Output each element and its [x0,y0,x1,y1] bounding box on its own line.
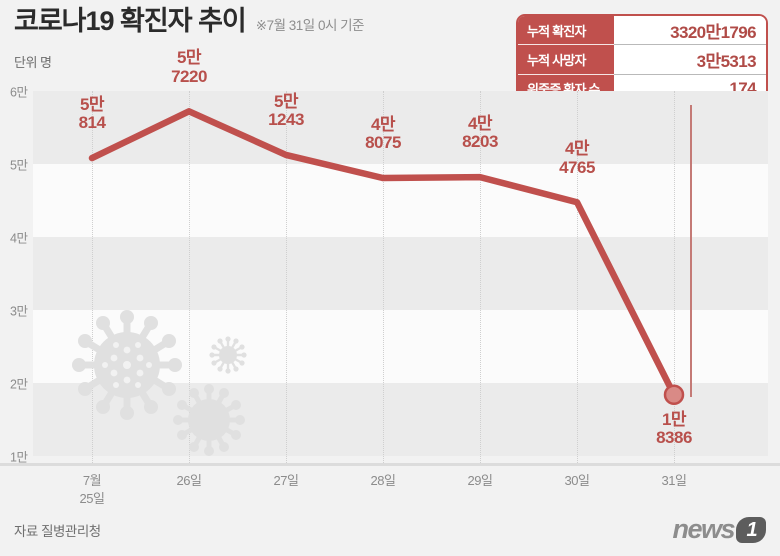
y-axis-tick-label: 2만 [10,377,28,392]
x-axis-tick-label: 31일 [662,472,687,490]
data-point-label: 4만 8203 [462,114,498,152]
summary-row-value-cumulative-cases: 3320만1796 [670,22,756,42]
summary-row-label-cumulative-cases: 누적 확진자 [527,23,586,39]
data-point-label: 5만 1243 [268,91,304,130]
summary-label-column: 누적 확진자 누적 사망자 위중증 환자 수 [518,16,614,103]
vertical-gridline [92,91,93,463]
x-axis-tick-label-line: 27일 [273,473,299,488]
x-axis-baseline [0,463,780,466]
unit-label: 단위 명 [14,55,52,70]
plot-band [33,237,768,310]
x-axis-tick-label: 30일 [565,472,590,490]
data-point-label-value: 1243 [268,110,304,130]
x-axis-tick-label-line: 26일 [176,473,202,488]
logo-wordmark: news [672,514,735,544]
x-axis-tick-label: 26일 [177,472,202,490]
source-note: 자료 질병관리청 [14,524,101,539]
data-point-label-unit: 1만 [661,409,687,429]
data-point-label: 4만 8075 [365,115,401,153]
header: 코로나19 확진자 추이 ※7월 31일 0시 기준 [14,8,364,35]
plot-band [33,310,768,383]
x-axis-tick-label: 28일 [371,472,396,490]
plot-band [33,164,768,237]
news1-logo: news 1 [672,516,766,543]
data-point-label-unit: 4만 [467,114,493,134]
data-point-label-value: 814 [78,113,106,133]
data-point-label-unit: 5만 [273,91,299,111]
data-point-label: 4만 4765 [559,139,595,177]
x-axis-tick-label-line: 7월 [82,473,102,488]
vertical-gridline [189,91,190,463]
data-point-label-value: 8386 [656,428,692,448]
data-point-label-unit: 5만 [79,95,105,115]
data-point-label-value: 8203 [462,132,498,152]
y-axis-tick-label: 4만 [10,231,28,246]
data-point-label: 1만 8386 [656,409,692,448]
page-subtitle: ※7월 31일 0시 기준 [255,17,365,33]
data-point-label-value: 7220 [171,66,207,86]
y-axis-tick-label: 5만 [10,158,28,173]
x-axis-tick-label-line: 28일 [370,473,396,488]
summary-row-value-cumulative-deaths: 3만5313 [614,44,766,73]
x-axis-tick-label-line: 29일 [467,473,493,488]
callout-leader-line [690,105,692,397]
data-point-label: 5만 814 [78,95,106,133]
vertical-gridline [674,91,675,463]
plot-left-margin [0,91,33,463]
summary-row-label-cumulative-deaths: 누적 사망자 [518,44,614,73]
y-axis-tick-label: 1만 [10,450,28,465]
x-axis-tick-label-line: 25일 [79,490,105,506]
data-point-label-value: 8075 [365,133,401,153]
data-point-label-unit: 4만 [370,115,396,135]
x-axis-tick-label-line: 30일 [564,473,590,488]
data-point-label-unit: 5만 [176,48,202,68]
page-title: 코로나19 확진자 추이 [14,6,247,36]
y-axis-tick-label: 3만 [10,304,28,319]
x-axis-tick-label-line: 31일 [661,473,687,488]
y-axis-tick-label: 6만 [10,85,28,100]
x-axis-tick-label: 27일 [274,472,299,490]
x-axis-tick-label: 29일 [468,472,493,490]
x-axis-tick-label: 7월 25일 [80,472,105,507]
data-point-label-unit: 4만 [564,139,590,159]
data-point-label: 5만 7220 [171,48,207,86]
data-point-label-value: 4765 [559,157,595,177]
vertical-gridline [286,91,287,463]
logo-badge: 1 [736,516,766,543]
summary-value-column: 3320만1796 3만5313 174 [614,16,766,103]
